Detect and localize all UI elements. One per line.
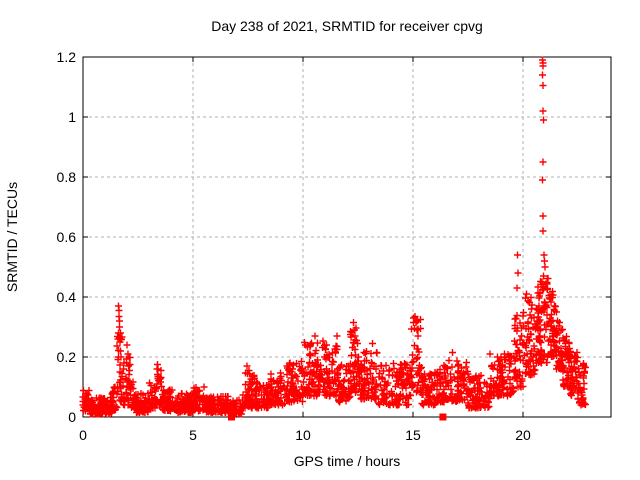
y-tick-label: 0.2	[57, 349, 77, 365]
srmtid-points	[79, 56, 589, 418]
y-tick-label: 0.6	[57, 229, 77, 245]
flag-square-marker	[439, 413, 447, 421]
x-tick-label: 0	[79, 427, 87, 443]
gridlines	[83, 57, 611, 417]
flag-square-marker	[228, 413, 235, 421]
y-tick-label: 1	[68, 109, 76, 125]
x-tick-label: 20	[515, 427, 531, 443]
data-points	[79, 56, 589, 418]
y-tick-label: 1.2	[57, 49, 77, 65]
x-tick-label: 5	[189, 427, 197, 443]
chart-title: Day 238 of 2021, SRMTID for receiver cpv…	[211, 18, 483, 34]
y-tick-label: 0	[68, 409, 76, 425]
x-tick-label: 15	[405, 427, 421, 443]
x-tick-label: 10	[295, 427, 311, 443]
y-axis-label: SRMTID / TECUs	[4, 182, 20, 292]
x-tick-labels: 0 5 10 15 20	[79, 427, 531, 443]
plot-border	[82, 56, 612, 418]
x-axis-label: GPS time / hours	[294, 453, 401, 469]
flag-markers	[228, 413, 447, 421]
y-tick-labels: 0 0.2 0.4 0.6 0.8 1 1.2	[57, 49, 77, 425]
y-tick-label: 0.8	[57, 169, 77, 185]
y-tick-label: 0.4	[57, 289, 77, 305]
